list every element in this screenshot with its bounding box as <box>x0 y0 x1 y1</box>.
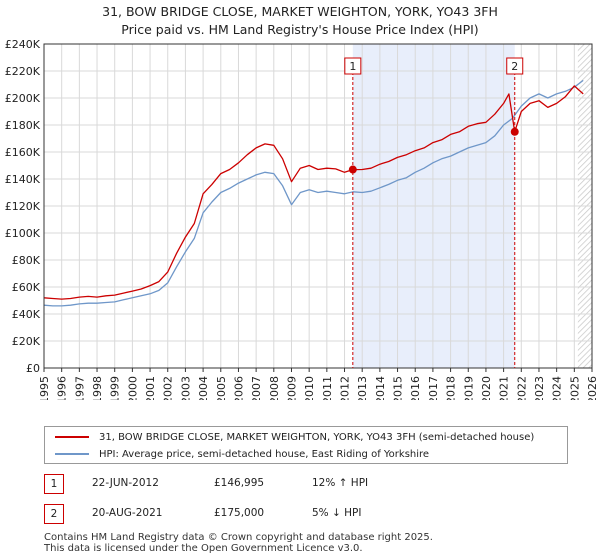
y-tick-label: £120K <box>5 200 41 213</box>
x-tick-label: 2026 <box>586 376 599 400</box>
x-tick-label: 2007 <box>250 376 263 400</box>
x-tick-label: 2014 <box>374 376 387 400</box>
sale-point-marker <box>348 165 357 174</box>
transaction-price: £146,995 <box>214 477 265 489</box>
legend-label-hpi: HPI: Average price, semi-detached house,… <box>99 448 430 460</box>
y-tick-label: £200K <box>5 92 41 105</box>
transaction-price: £175,000 <box>214 507 265 519</box>
x-tick-label: 2004 <box>197 376 210 400</box>
plot-frame <box>43 43 593 369</box>
x-tick-label: 1996 <box>56 376 69 400</box>
x-tick-label: 2003 <box>179 376 192 400</box>
y-tick-label: £40K <box>12 308 41 321</box>
annotation-badge <box>344 57 362 75</box>
transaction-date: 22-JUN-2012 <box>92 477 159 489</box>
x-tick-label: 2013 <box>356 376 369 400</box>
x-tick-label: 2021 <box>498 376 511 400</box>
transaction-marker: 2 <box>44 504 64 524</box>
x-tick-label: 1998 <box>91 376 104 400</box>
chart-subtitle: Price paid vs. HM Land Registry's House … <box>121 22 479 37</box>
x-tick-label: 2002 <box>162 376 175 400</box>
y-tick-label: £180K <box>5 119 41 132</box>
x-tick-label: 2005 <box>215 376 228 400</box>
legend-item-hpi: HPI: Average price, semi-detached house,… <box>55 446 429 462</box>
price-chart: £0 £20K £40K £60K £80K £100K £120K £140K £160K £1… <box>5 38 599 400</box>
y-tick-label: £80K <box>12 254 41 267</box>
x-tick-label: 2015 <box>392 376 405 400</box>
x-tick-label: 2008 <box>268 376 281 400</box>
y-tick-label: £0 <box>26 362 40 375</box>
y-tick-label: £160K <box>5 146 41 159</box>
x-tick-label: 2001 <box>144 376 157 400</box>
transaction-hpi-change: 12% ↑ HPI <box>312 477 369 489</box>
footer-attribution: Contains HM Land Registry data © Crown c… <box>44 532 433 554</box>
hpi-line <box>43 79 584 307</box>
y-tick-label: £240K <box>5 38 41 51</box>
x-tick-label: 2017 <box>427 376 440 400</box>
x-tick-label: 2018 <box>445 376 458 400</box>
transaction-hpi-change: 5% ↓ HPI <box>312 507 362 519</box>
legend-item-property: 31, BOW BRIDGE CLOSE, MARKET WEIGHTON, Y… <box>55 429 534 445</box>
legend-label-property: 31, BOW BRIDGE CLOSE, MARKET WEIGHTON, Y… <box>99 431 535 443</box>
chart-legend: 31, BOW BRIDGE CLOSE, MARKET WEIGHTON, Y… <box>44 426 568 464</box>
footer-licence: This data is licensed under the Open Gov… <box>44 543 363 554</box>
x-tick-label: 1995 <box>38 376 51 400</box>
x-tick-label: 2012 <box>339 376 352 400</box>
sale-point-marker <box>510 127 519 136</box>
x-tick-label: 2024 <box>551 376 564 400</box>
x-tick-label: 2010 <box>303 376 316 400</box>
x-tick-label: 2025 <box>568 376 581 400</box>
y-tick-label: £220K <box>5 65 41 78</box>
transaction-marker: 1 <box>44 474 64 494</box>
x-tick-label: 2009 <box>285 376 298 400</box>
y-tick-label: £100K <box>5 227 41 240</box>
y-tick-label: £140K <box>5 173 41 186</box>
x-tick-label: 2006 <box>232 376 245 400</box>
footer-copyright: Contains HM Land Registry data © Crown c… <box>44 532 433 543</box>
x-tick-label: 2023 <box>533 376 546 400</box>
property-price-line <box>43 85 584 300</box>
x-tick-label: 2000 <box>126 376 139 400</box>
x-tick-label: 2019 <box>462 376 475 400</box>
legend-swatch-hpi <box>55 453 89 455</box>
x-tick-label: 2020 <box>480 376 493 400</box>
y-tick-label: £20K <box>12 335 41 348</box>
annotation-label: 2 <box>511 60 518 73</box>
y-tick-label: £60K <box>12 281 41 294</box>
x-tick-label: 2011 <box>321 376 334 400</box>
x-tick-label: 2016 <box>409 376 422 400</box>
legend-swatch-property <box>55 436 89 438</box>
annotation-badge <box>506 57 524 75</box>
annotation-label: 1 <box>349 60 356 73</box>
x-tick-label: 1999 <box>109 376 122 400</box>
transaction-date: 20-AUG-2021 <box>92 507 163 519</box>
x-tick-label: 2022 <box>515 376 528 400</box>
chart-title: 31, BOW BRIDGE CLOSE, MARKET WEIGHTON, Y… <box>102 4 498 19</box>
x-tick-label: 1997 <box>73 376 86 400</box>
